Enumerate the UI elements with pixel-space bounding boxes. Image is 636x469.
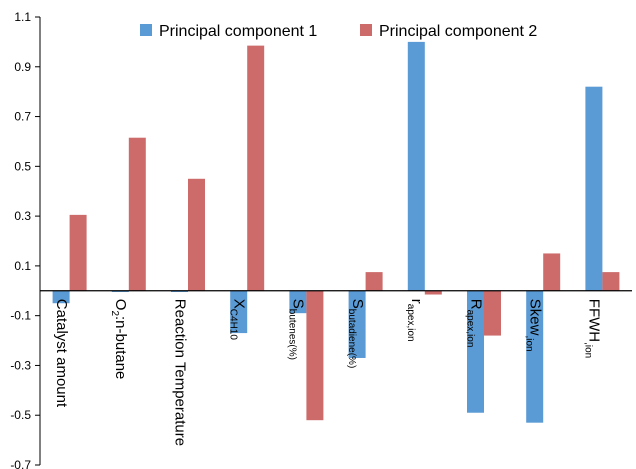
category-label-subscript: apex,ion xyxy=(464,310,475,348)
category-label: Catalyst amount xyxy=(53,299,70,408)
category-label: rapex,ion xyxy=(405,299,425,342)
category-label-subscript: butenes(%) xyxy=(287,309,298,360)
bar-series-2 xyxy=(424,290,442,295)
legend-swatch-series-2 xyxy=(360,24,372,36)
category-labels: Catalyst amount O2:n-butane Reaction Tempe… xyxy=(53,299,603,446)
category-label-subscript: butadiene(%) xyxy=(346,309,357,368)
category-label: XC4H10 xyxy=(227,299,247,341)
category-label-subscript: C4H10 xyxy=(227,309,238,341)
category-label-main: r xyxy=(408,299,425,304)
category-label-main: X xyxy=(230,299,247,309)
category-label-main: FFWH xyxy=(586,299,603,342)
category-label: Rapex,ion xyxy=(464,299,484,348)
bar-series-1 xyxy=(407,41,425,291)
category-label: Skew,ion xyxy=(523,299,543,352)
y-tick-label: -0.5 xyxy=(10,408,31,422)
bar-series-2 xyxy=(484,290,501,336)
bar-series-1 xyxy=(52,290,70,304)
bar-series-2 xyxy=(188,178,205,291)
y-tick-label: 0.1 xyxy=(14,259,31,273)
y-tick-label: -0.3 xyxy=(10,358,31,372)
category-label-main: S xyxy=(290,299,307,309)
bar-series-2 xyxy=(69,214,87,291)
y-tick-label: 1.1 xyxy=(14,10,31,24)
bar-series-1 xyxy=(111,290,129,293)
bar-series-1 xyxy=(526,290,544,423)
category-label-main: Skew xyxy=(526,299,543,336)
category-label-main: R xyxy=(467,299,484,310)
category-label: Sbutadiene(%) xyxy=(346,299,366,369)
category-label: Sbutenes(%) xyxy=(287,299,307,360)
bar-series-1 xyxy=(289,290,307,314)
category-label-subscript: 2 xyxy=(109,310,120,316)
legend-label-series-2: Principal component 2 xyxy=(379,23,537,40)
category-label-main: S xyxy=(349,299,366,309)
legend-label-series-1: Principal component 1 xyxy=(159,23,317,40)
bars xyxy=(52,41,620,423)
y-tick-label: -0.1 xyxy=(10,309,31,323)
bar-series-2 xyxy=(128,137,146,291)
category-label: O2:n-butane xyxy=(109,299,129,380)
category-label-suffix: :n-butane xyxy=(112,316,129,379)
bar-series-1 xyxy=(230,290,248,334)
legend-swatch-series-1 xyxy=(140,24,152,36)
y-axis: 1.1 0.9 0.7 0.5 0.3 0.1 -0.1 -0.3 -0.5 -0.7 xyxy=(10,10,41,469)
category-label: Reaction Temperature xyxy=(171,299,188,446)
y-tick-label: 0.5 xyxy=(14,159,31,173)
bar-series-2 xyxy=(306,290,324,421)
y-tick-label: 0.3 xyxy=(14,209,31,223)
bar-series-2 xyxy=(543,253,561,291)
bar-series-1 xyxy=(171,290,188,293)
category-label-subscript: apex,ion xyxy=(405,304,416,342)
y-tick-label: 0.7 xyxy=(14,110,31,124)
y-tick-label: -0.7 xyxy=(10,458,31,469)
category-label-main: Catalyst amount xyxy=(53,299,70,408)
legend: Principal component 1 Principal componen… xyxy=(140,23,537,40)
category-label-main: O xyxy=(112,299,129,311)
bar-series-2 xyxy=(365,272,383,291)
category-label: FFWH,ion xyxy=(583,299,603,358)
bar-series-2 xyxy=(247,45,265,291)
bar-series-1 xyxy=(467,290,484,413)
bar-series-1 xyxy=(348,290,366,358)
category-label-main: Reaction Temperature xyxy=(171,299,188,446)
category-label-subscript: ,ion xyxy=(583,342,594,358)
bar-series-1 xyxy=(585,86,603,291)
bar-series-2 xyxy=(602,272,620,291)
y-tick-label: 0.9 xyxy=(14,60,31,74)
category-label-subscript: ,ion xyxy=(523,335,534,351)
